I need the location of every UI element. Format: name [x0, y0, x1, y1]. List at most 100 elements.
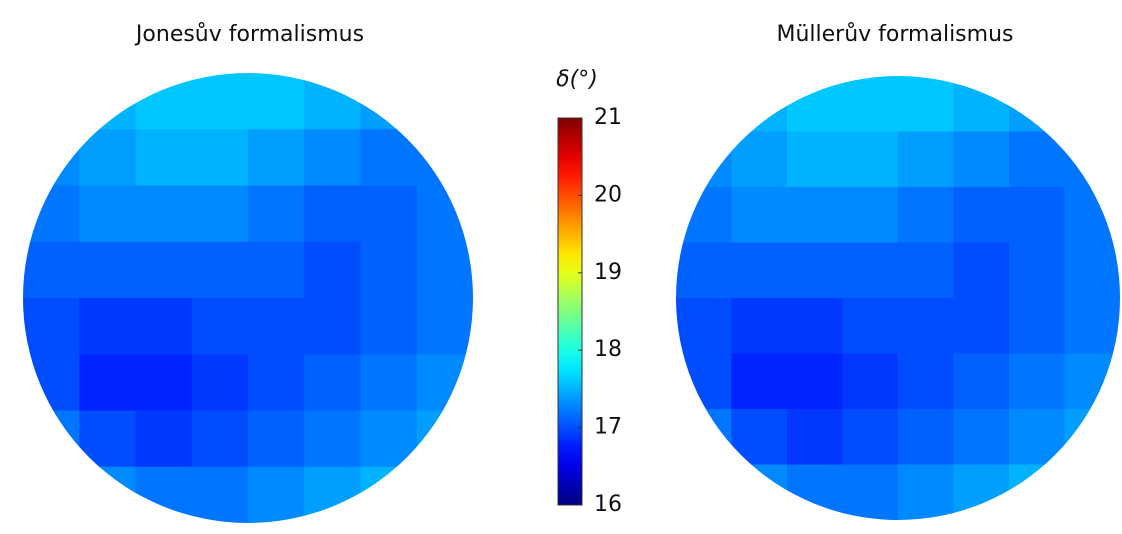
heatmap-cell — [248, 466, 305, 523]
heatmap-cell — [842, 187, 899, 244]
heatmap-cell — [248, 354, 305, 412]
heatmap-cell — [191, 73, 249, 130]
colorbar-label: δ(°) — [556, 67, 598, 92]
heatmap-cell — [135, 185, 193, 243]
heatmap — [676, 76, 1120, 520]
heatmap-cell — [304, 241, 362, 299]
heatmap-cell — [1009, 242, 1066, 299]
heatmap-cell — [676, 76, 733, 133]
heatmap-cell — [676, 353, 733, 410]
panel-title: Müllerův formalismus — [777, 22, 1014, 47]
heatmap-cell — [1064, 242, 1120, 299]
heatmap-cell — [304, 298, 362, 355]
heatmap-cell — [731, 131, 788, 188]
heatmap-cell — [360, 410, 418, 468]
heatmap-cell — [416, 466, 473, 523]
heatmap-cell — [416, 73, 473, 130]
heatmap-cell — [953, 464, 1010, 520]
heatmap-cell — [898, 187, 955, 244]
heatmap-cell — [676, 131, 733, 188]
heatmap-cell — [1064, 464, 1120, 520]
heatmap-cell — [842, 464, 899, 520]
heatmap-cell — [416, 410, 473, 468]
heatmap-cell — [898, 464, 955, 520]
heatmap-cell — [953, 409, 1010, 466]
heatmap-cell — [79, 410, 137, 468]
heatmap-cell — [842, 409, 899, 466]
heatmap-cell — [79, 73, 137, 130]
heatmap-cell — [360, 185, 418, 243]
heatmap-cell — [787, 464, 844, 520]
heatmap-cell — [135, 354, 193, 412]
heatmap-cell — [731, 76, 788, 133]
heatmap-cell — [1064, 298, 1120, 355]
heatmap-cell — [248, 185, 305, 243]
colorbar-tick-label: 20 — [594, 182, 622, 207]
heatmap-cell — [191, 241, 249, 299]
heatmap-cell — [787, 187, 844, 244]
heatmap-cell — [898, 242, 955, 299]
heatmap-cell — [787, 409, 844, 466]
heatmap-cell — [360, 466, 418, 523]
heatmap-cell — [23, 410, 80, 468]
heatmap-cell — [135, 410, 193, 468]
heatmap-cell — [416, 241, 473, 299]
heatmap-cell — [416, 354, 473, 412]
heatmap-cell — [1009, 464, 1066, 520]
heatmap-cell — [23, 354, 80, 412]
heatmap-cell — [23, 298, 80, 355]
heatmap-cell — [191, 354, 249, 412]
heatmap-cell — [953, 353, 1010, 410]
heatmap-cell — [191, 410, 249, 468]
heatmap-cell — [79, 241, 137, 299]
heatmap-cell — [248, 410, 305, 468]
heatmap-cell — [787, 131, 844, 188]
heatmap-cell — [731, 298, 788, 355]
heatmap-cell — [79, 354, 137, 412]
heatmap-cell — [248, 129, 305, 187]
heatmap-cell — [1009, 409, 1066, 466]
heatmap-cell — [416, 185, 473, 243]
heatmap-cell — [360, 298, 418, 355]
heatmap-cell — [248, 298, 305, 355]
heatmap-cell — [676, 409, 733, 466]
heatmap-cell — [79, 298, 137, 355]
heatmap-cell — [191, 129, 249, 187]
colorbar-tick-label: 17 — [594, 415, 622, 440]
heatmap-cell — [79, 129, 137, 187]
heatmap-cell — [731, 464, 788, 520]
heatmap-cell — [898, 298, 955, 355]
heatmap-cell — [79, 466, 137, 523]
heatmap-cell — [953, 131, 1010, 188]
heatmap-cell — [787, 76, 844, 133]
heatmap-cell — [1064, 353, 1120, 410]
heatmap-cell — [135, 466, 193, 523]
heatmap-cell — [79, 185, 137, 243]
heatmap-cell — [731, 187, 788, 244]
heatmap-cell — [248, 73, 305, 130]
heatmap-cell — [1009, 76, 1066, 133]
panel-title: Jonesův formalismus — [134, 22, 364, 47]
heatmap-cell — [304, 185, 362, 243]
heatmap-cell — [953, 76, 1010, 133]
heatmap-cell — [135, 73, 193, 130]
heatmap-cell — [23, 241, 80, 299]
heatmap-cell — [898, 131, 955, 188]
heatmap-cell — [731, 353, 788, 410]
heatmap-cell — [135, 298, 193, 355]
heatmap-cell — [953, 298, 1010, 355]
heatmap-cell — [731, 242, 788, 299]
heatmap-cell — [360, 354, 418, 412]
heatmap-cell — [23, 466, 80, 523]
heatmap-cell — [676, 242, 733, 299]
heatmap-cell — [304, 129, 362, 187]
heatmap-cell — [1009, 298, 1066, 355]
heatmap-cell — [842, 298, 899, 355]
heatmap-cell — [676, 464, 733, 520]
heatmap-cell — [23, 185, 80, 243]
heatmap-cell — [731, 409, 788, 466]
heatmap-cell — [304, 354, 362, 412]
heatmap-cell — [787, 353, 844, 410]
heatmap-cell — [953, 187, 1010, 244]
